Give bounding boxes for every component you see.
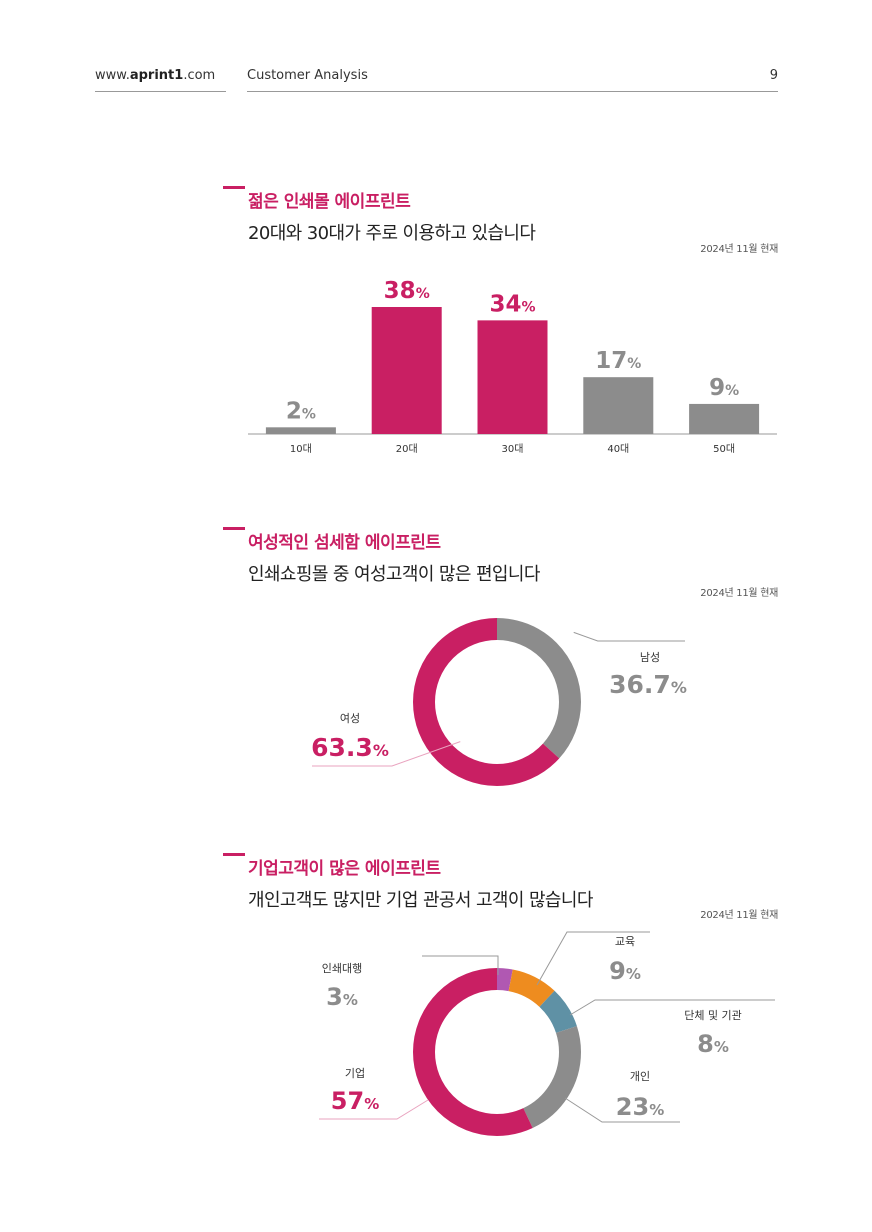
section-accent-mark: [223, 186, 245, 189]
header-rule-left: [95, 91, 226, 92]
slice-label: 여성: [340, 712, 360, 725]
slice-label: 인쇄대행: [322, 962, 362, 975]
leader-line: [312, 741, 461, 767]
gender-donut-chart: 남성 36.7% 여성 63.3%: [311, 618, 687, 786]
leader-line: [573, 631, 685, 642]
section-title: 여성적인 섬세함 에이프린트: [248, 533, 441, 553]
section-accent-mark: [223, 527, 245, 530]
slice-value-label: 36.7%: [609, 670, 687, 699]
leader-line: [564, 1097, 680, 1123]
section-subtitle: 인쇄쇼핑몰 중 여성고객이 많은 편입니다: [248, 564, 540, 585]
bar-value-label: 38%: [384, 278, 430, 304]
leader-line: [422, 955, 499, 975]
x-tick-label: 50대: [713, 443, 735, 455]
customer-type-donut-chart: 인쇄대행 3% 교육 9% 단체 및 기관 8% 개인 23% 기업 57%: [319, 931, 775, 1136]
leader-line: [569, 999, 775, 1016]
age-bar-chart: 2% 10대 38% 20대 34% 30대 17% 40대 9% 50대: [248, 278, 777, 455]
bar-30대: [477, 320, 548, 434]
section-title: 젊은 인쇄몰 에이프린트: [248, 192, 411, 212]
as-of-date: 2024년 11월 현재: [700, 244, 778, 255]
x-tick-label: 20대: [396, 443, 418, 455]
section-subtitle: 개인고객도 많지만 기업 관공서 고객이 많습니다: [248, 890, 593, 911]
section-subtitle: 20대와 30대가 주로 이용하고 있습니다: [248, 223, 536, 244]
donut-slice: [413, 968, 581, 1136]
site-url-prefix: www.: [95, 68, 130, 83]
slice-label: 남성: [640, 651, 660, 664]
slice-label: 개인: [630, 1070, 650, 1083]
bar-10대: [265, 427, 336, 434]
slice-label: 단체 및 기관: [684, 1009, 742, 1022]
as-of-date: 2024년 11월 현재: [700, 588, 778, 599]
slice-value-label: 57%: [331, 1087, 379, 1115]
slice-value-label: 63.3%: [311, 733, 389, 762]
bar-40대: [583, 377, 654, 434]
donut-slice: [413, 968, 581, 1136]
slice-value-label: 3%: [326, 983, 358, 1011]
x-tick-label: 30대: [502, 443, 524, 455]
x-tick-label: 10대: [290, 443, 312, 455]
donut-slice: [413, 618, 581, 786]
bar-value-label: 9%: [709, 375, 739, 401]
bar-value-label: 2%: [286, 398, 316, 424]
header-rule-right: [247, 91, 778, 92]
page-number: 9: [769, 68, 778, 83]
as-of-date: 2024년 11월 현재: [700, 910, 778, 921]
site-url: www.aprint1.com: [95, 68, 215, 83]
x-tick-label: 40대: [607, 443, 629, 455]
bar-50대: [689, 403, 760, 434]
header-title: Customer Analysis: [247, 68, 368, 83]
slice-value-label: 23%: [616, 1093, 664, 1121]
bar-value-label: 34%: [489, 291, 535, 317]
leader-line: [319, 1099, 429, 1120]
section-accent-mark: [223, 853, 245, 856]
slice-value-label: 8%: [697, 1030, 729, 1058]
leader-line: [536, 931, 650, 986]
section-title: 기업고객이 많은 에이프린트: [248, 859, 441, 879]
bar-20대: [371, 307, 442, 434]
site-url-suffix: .com: [183, 68, 216, 83]
slice-label: 기업: [345, 1067, 365, 1080]
slice-label: 교육: [615, 935, 635, 948]
bar-value-label: 17%: [595, 348, 641, 374]
site-url-brand: aprint1: [129, 68, 184, 83]
slice-value-label: 9%: [609, 957, 641, 985]
